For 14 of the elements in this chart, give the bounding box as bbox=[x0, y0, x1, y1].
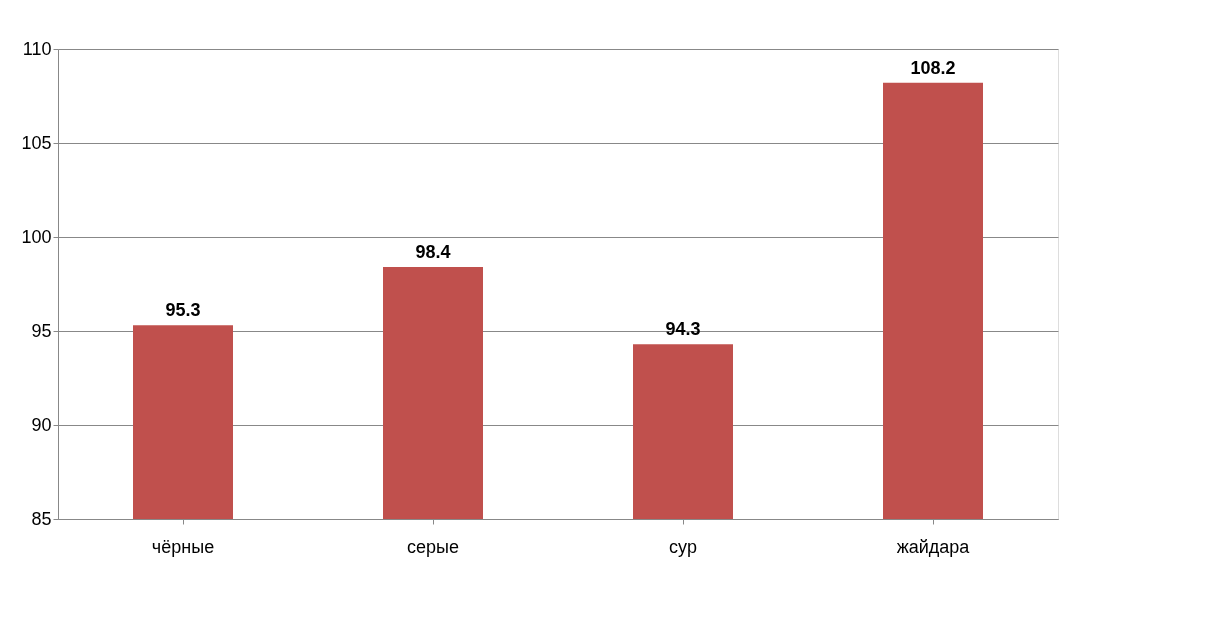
y-tick-label: 105 bbox=[21, 132, 52, 153]
data-label: 94.3 bbox=[665, 319, 701, 340]
data-label: 108.2 bbox=[910, 57, 956, 78]
x-tick-label: чёрные bbox=[151, 536, 215, 557]
x-tick-label: сур bbox=[669, 536, 697, 557]
data-label: 98.4 bbox=[415, 242, 451, 263]
y-tick-label: 85 bbox=[31, 508, 52, 529]
y-tick-label: 100 bbox=[21, 226, 52, 247]
y-tick-label: 95 bbox=[31, 320, 52, 341]
x-tick-label: серые bbox=[407, 536, 459, 557]
x-tick-label: жайдара bbox=[896, 536, 971, 557]
y-tick-label: 90 bbox=[31, 414, 52, 435]
y-tick-label: 110 bbox=[22, 38, 52, 59]
data-label: 95.3 bbox=[165, 300, 201, 321]
